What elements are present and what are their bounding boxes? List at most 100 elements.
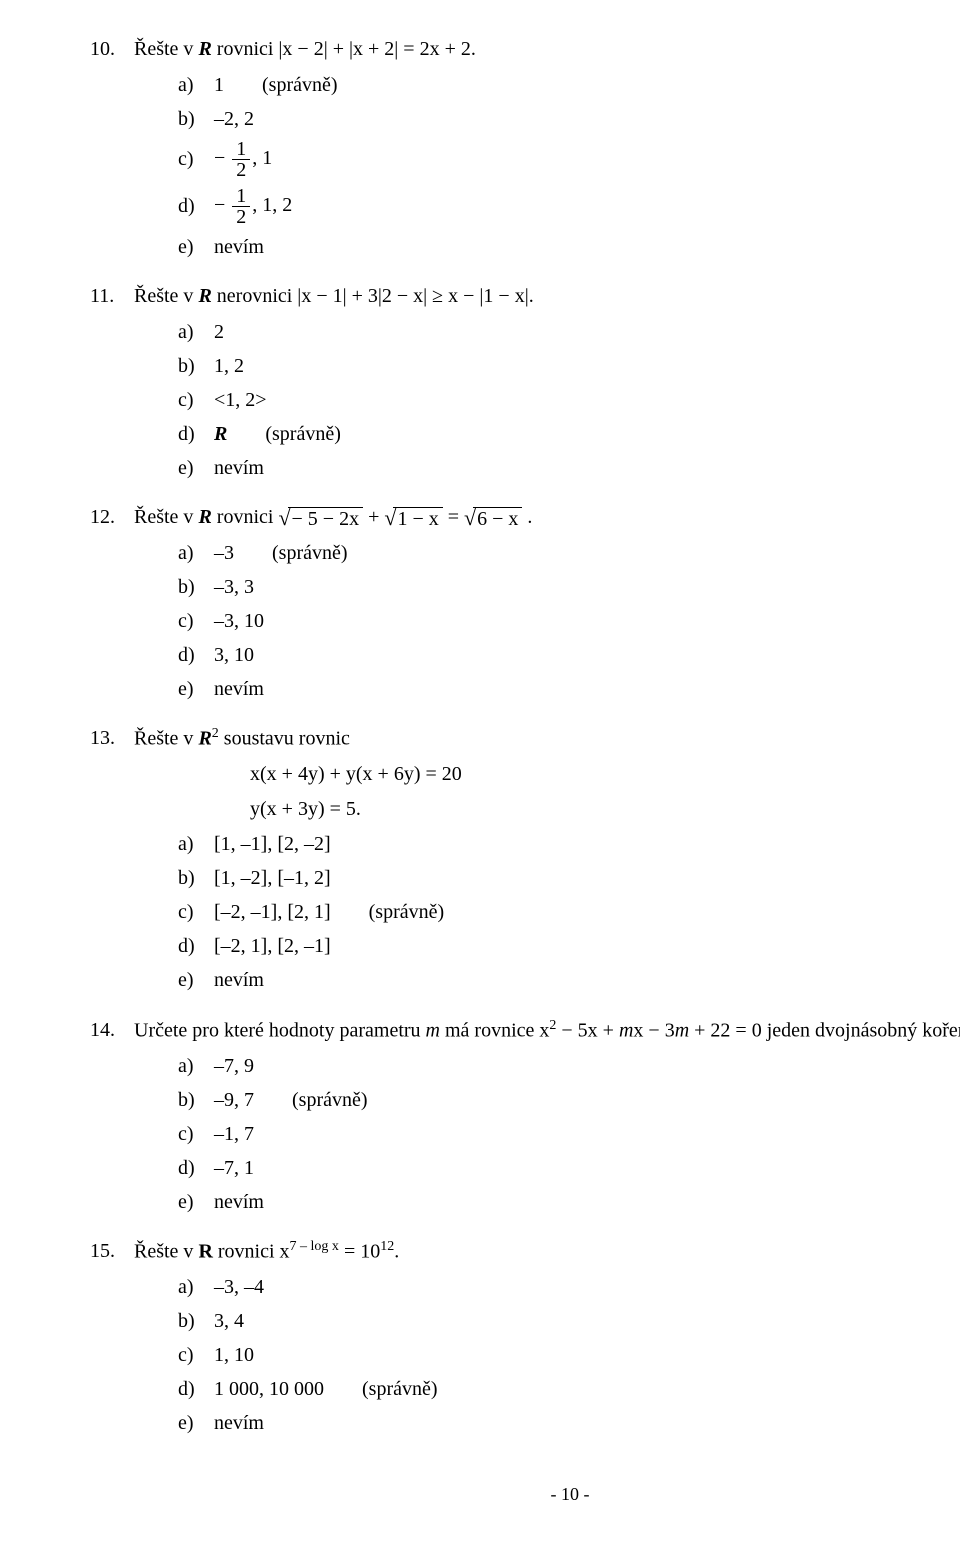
- q10-d-pre: −: [214, 194, 230, 216]
- letter-b: b): [178, 1087, 214, 1114]
- q10-opt-b: b) –2, 2: [178, 105, 960, 133]
- q15-e: nevím: [214, 1410, 264, 1437]
- q12-options: a) –3 (správně) b) –3, 3 c) –3, 10 d) 3,…: [178, 539, 960, 703]
- q10-c-pre: −: [214, 147, 230, 169]
- q10-c: − 12, 1: [214, 139, 272, 180]
- q10-d-post: , 1, 2: [252, 194, 292, 216]
- q11-opt-e: e) nevím: [178, 454, 960, 482]
- letter-e: e): [178, 1189, 214, 1216]
- q14-a: –7, 9: [214, 1053, 254, 1080]
- q13-sup: 2: [212, 726, 219, 741]
- question-11: 11. Řešte v R nerovnici |x − 1| + 3|2 − …: [90, 283, 960, 482]
- q10-a: 1: [214, 72, 224, 99]
- q15-opt-d: d) 1 000, 10 000 (správně): [178, 1376, 960, 1404]
- q12-R: R: [198, 506, 211, 528]
- q15-opt-e: e) nevím: [178, 1410, 960, 1438]
- q14-m3: m: [675, 1019, 689, 1041]
- letter-c: c): [178, 608, 214, 635]
- q12-opt-b: b) –3, 3: [178, 573, 960, 601]
- question-15: 15. Řešte v R rovnici x7 – log x = 1012.…: [90, 1238, 960, 1438]
- q10-R: R: [198, 38, 211, 60]
- letter-c: c): [178, 899, 214, 926]
- letter-e: e): [178, 455, 214, 482]
- q15-d: 1 000, 10 000: [214, 1376, 324, 1403]
- q14-c: –1, 7: [214, 1121, 254, 1148]
- letter-a: a): [178, 831, 214, 858]
- letter-d: d): [178, 933, 214, 960]
- q14-ta: Určete pro které hodnoty parametru: [134, 1019, 426, 1041]
- q12-e: nevím: [214, 676, 264, 703]
- q13-text: Řešte v R2 soustavu rovnic: [134, 725, 960, 753]
- q14-b-correct: (správně): [292, 1087, 368, 1114]
- q12-s3: 6 − x: [464, 507, 522, 530]
- q12-c: –3, 10: [214, 608, 264, 635]
- q12-s1t: − 5 − 2x: [288, 507, 364, 530]
- q10-b: –2, 2: [214, 106, 254, 133]
- q15-eq: = 10: [339, 1241, 380, 1263]
- letter-e: e): [178, 1410, 214, 1437]
- q11-text: Řešte v R nerovnici |x − 1| + 3|2 − x| ≥…: [134, 283, 960, 310]
- letter-c: c): [178, 1342, 214, 1369]
- q12-number: 12.: [90, 504, 134, 531]
- q10-opt-d: d) − 12, 1, 2: [178, 186, 960, 227]
- q12-t1: Řešte v: [134, 506, 198, 528]
- letter-d: d): [178, 642, 214, 669]
- q11-opt-c: c) <1, 2>: [178, 386, 960, 414]
- q15-exp: 7 – log x: [290, 1239, 339, 1254]
- q13-d: [–2, 1], [2, –1]: [214, 933, 331, 960]
- q10-d-num: 1: [232, 186, 250, 206]
- letter-e: e): [178, 676, 214, 703]
- q13-opt-c: c) [–2, –1], [2, 1] (správně): [178, 899, 960, 927]
- letter-a: a): [178, 1274, 214, 1301]
- question-10: 10. Řešte v R rovnici |x − 2| + |x + 2| …: [90, 36, 960, 261]
- q10-number: 10.: [90, 36, 134, 63]
- q13-prompt: 13. Řešte v R2 soustavu rovnic: [90, 725, 960, 753]
- q14-b: –9, 7: [214, 1087, 254, 1114]
- q15-t1: Řešte v: [134, 1241, 198, 1263]
- q10-text: Řešte v R rovnici |x − 2| + |x + 2| = 2x…: [134, 36, 960, 63]
- q14-prompt: 14. Určete pro které hodnoty parametru m…: [90, 1017, 960, 1045]
- q15-b: 3, 4: [214, 1308, 244, 1335]
- q15-a: –3, –4: [214, 1274, 264, 1301]
- q13-options: a) [1, –1], [2, –2] b) [1, –2], [–1, 2] …: [178, 831, 960, 995]
- letter-b: b): [178, 106, 214, 133]
- q11-number: 11.: [90, 283, 134, 310]
- q14-te: + 22 = 0 jeden dvojnásobný kořen.: [689, 1019, 960, 1041]
- letter-c: c): [178, 1121, 214, 1148]
- q10-opt-c: c) − 12, 1: [178, 139, 960, 180]
- letter-a: a): [178, 540, 214, 567]
- q10-e: nevím: [214, 234, 264, 261]
- q15-t2: rovnici x: [213, 1241, 290, 1263]
- q15-text: Řešte v R rovnici x7 – log x = 1012.: [134, 1238, 960, 1266]
- q14-opt-c: c) –1, 7: [178, 1120, 960, 1148]
- q14-opt-d: d) –7, 1: [178, 1154, 960, 1182]
- q15-number: 15.: [90, 1238, 134, 1265]
- q13-R: R: [198, 728, 211, 750]
- q11-opt-d: d) R (správně): [178, 420, 960, 448]
- q10-d-frac: 12: [232, 186, 250, 227]
- q13-eq2: y(x + 3y) = 5.: [250, 796, 960, 823]
- q10-c-frac: 12: [232, 139, 250, 180]
- q15-options: a) –3, –4 b) 3, 4 c) 1, 10 d) 1 000, 10 …: [178, 1274, 960, 1438]
- q15-R: R: [198, 1241, 212, 1263]
- q10-options: a) 1 (správně) b) –2, 2 c) − 12, 1 d) − …: [178, 71, 960, 261]
- letter-c: c): [178, 387, 214, 414]
- q11-a: 2: [214, 319, 224, 346]
- q11-d: R: [214, 421, 227, 448]
- q11-c: <1, 2>: [214, 387, 267, 414]
- q12-t2: rovnici: [212, 506, 279, 528]
- letter-d: d): [178, 1376, 214, 1403]
- q13-t1: Řešte v: [134, 728, 198, 750]
- q14-m1: m: [426, 1019, 440, 1041]
- q12-d: 3, 10: [214, 642, 254, 669]
- q14-text: Určete pro které hodnoty parametru m má …: [134, 1017, 960, 1045]
- letter-e: e): [178, 234, 214, 261]
- q15-exp2: 12: [380, 1239, 394, 1254]
- letter-a: a): [178, 1053, 214, 1080]
- q10-c-post: , 1: [252, 147, 272, 169]
- q13-opt-b: b) [1, –2], [–1, 2]: [178, 865, 960, 893]
- q13-c: [–2, –1], [2, 1]: [214, 899, 331, 926]
- q12-s1: − 5 − 2x: [278, 507, 363, 530]
- q15-opt-a: a) –3, –4: [178, 1274, 960, 1302]
- q12-a-correct: (správně): [272, 540, 348, 567]
